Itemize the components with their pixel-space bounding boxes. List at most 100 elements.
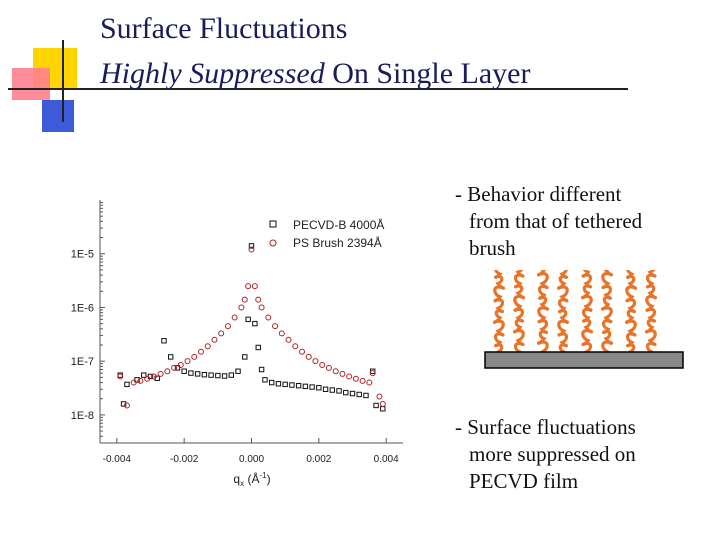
- title-rest: On Single Layer: [324, 57, 531, 90]
- data-point-pecvd: [235, 368, 241, 374]
- title-emphasis: Highly Suppressed: [100, 57, 325, 90]
- x-tick-label: -0.002: [170, 454, 199, 465]
- data-point-ps-brush: [191, 353, 198, 360]
- data-point-ps-brush: [285, 336, 292, 343]
- bullet-surface-line2: more suppressed on: [469, 442, 636, 466]
- data-point-ps-brush: [369, 370, 376, 377]
- data-point-ps-brush: [255, 296, 262, 303]
- data-point-pecvd: [215, 372, 221, 379]
- data-point-ps-brush: [245, 283, 252, 290]
- data-point-ps-brush: [379, 400, 386, 407]
- data-point-ps-brush: [198, 348, 204, 355]
- data-point-ps-brush: [137, 377, 144, 384]
- data-point-pecvd: [161, 338, 167, 344]
- data-point-pecvd: [194, 371, 201, 377]
- data-point-pecvd: [252, 320, 258, 327]
- data-point-pecvd: [124, 381, 130, 388]
- data-point-pecvd: [363, 392, 369, 399]
- bullet-surface-line3: PECVD film: [469, 469, 579, 493]
- polymer-chain: [624, 270, 638, 354]
- data-point-pecvd: [322, 386, 329, 392]
- data-point-pecvd: [336, 388, 342, 394]
- data-point-ps-brush: [325, 364, 332, 371]
- data-point-pecvd: [174, 365, 181, 371]
- slide-title-line2: Highly Suppressed On Single Layer: [100, 57, 530, 91]
- data-point-ps-brush: [258, 304, 265, 311]
- y-tick-label: 1E-7: [71, 356, 94, 368]
- bullet-behavior-line3: brush: [469, 236, 516, 260]
- y-tick-label: 1E-6: [71, 302, 94, 314]
- decor-square-blue: [42, 100, 74, 132]
- data-point-pecvd: [282, 381, 288, 388]
- data-point-pecvd: [255, 344, 261, 351]
- polymer-chain: [580, 270, 594, 354]
- data-point-pecvd: [373, 402, 379, 409]
- polymer-chain: [556, 270, 570, 354]
- data-point-pecvd: [269, 379, 275, 386]
- data-point-pecvd: [295, 382, 302, 389]
- data-point-ps-brush: [204, 343, 211, 350]
- data-point-ps-brush: [339, 370, 346, 377]
- bullet-surface-line1: - Surface fluctuations: [455, 415, 636, 439]
- decor-square-pink: [12, 68, 50, 100]
- data-point-pecvd: [356, 391, 362, 398]
- data-point-pecvd: [208, 372, 214, 378]
- data-point-pecvd: [221, 373, 228, 379]
- data-point-pecvd: [349, 390, 356, 397]
- data-point-pecvd: [262, 377, 268, 383]
- bullet-behavior: - Behavior different from that of tether…: [455, 181, 642, 262]
- y-tick-label: 1E-8: [71, 410, 94, 422]
- data-point-ps-brush: [157, 370, 164, 377]
- data-point-ps-brush: [171, 364, 178, 371]
- data-point-pecvd: [316, 385, 322, 391]
- data-point-ps-brush: [184, 358, 191, 365]
- data-point-pecvd: [201, 372, 208, 378]
- data-point-ps-brush: [130, 379, 137, 386]
- legend-label-pecvd: PECVD-B 4000Å: [293, 217, 384, 232]
- data-point-ps-brush: [150, 373, 157, 380]
- data-point-ps-brush: [299, 348, 305, 355]
- polymer-chain: [492, 270, 506, 354]
- x-tick-label: 0.004: [374, 454, 399, 465]
- data-point-ps-brush: [359, 377, 366, 384]
- data-point-ps-brush: [312, 358, 319, 365]
- data-point-pecvd: [168, 354, 174, 360]
- data-point-pecvd: [380, 406, 386, 412]
- data-point-pecvd: [248, 243, 255, 249]
- data-point-pecvd: [289, 382, 295, 388]
- data-point-ps-brush: [366, 379, 373, 386]
- data-point-ps-brush: [144, 375, 151, 382]
- data-point-ps-brush: [211, 336, 218, 343]
- data-point-pecvd: [329, 387, 336, 393]
- slide-title-line1: Surface Fluctuations: [100, 12, 348, 45]
- polymer-chain: [512, 270, 526, 354]
- x-tick-label: -0.004: [103, 454, 132, 465]
- tethered-brush-illustration: [484, 270, 684, 369]
- x-tick-label: 0.002: [306, 454, 331, 465]
- data-point-ps-brush: [241, 296, 248, 303]
- data-point-ps-brush: [292, 343, 299, 350]
- legend-label-ps-brush: PS Brush 2394Å: [293, 235, 382, 250]
- data-point-pecvd: [188, 370, 194, 376]
- x-tick-label: 0.000: [239, 454, 264, 465]
- decor-line-horizontal: [8, 88, 628, 90]
- data-point-ps-brush: [272, 323, 279, 330]
- data-point-ps-brush: [123, 402, 130, 409]
- data-point-ps-brush: [265, 314, 272, 321]
- data-point-pecvd: [258, 366, 265, 373]
- data-point-pecvd: [245, 316, 251, 323]
- data-point-ps-brush: [117, 373, 124, 380]
- data-point-ps-brush: [224, 323, 231, 330]
- bullet-surface: - Surface fluctuations more suppressed o…: [455, 414, 636, 495]
- bullet-behavior-line1: - Behavior different: [455, 182, 622, 206]
- data-point-ps-brush: [319, 361, 326, 368]
- data-point-pecvd: [275, 381, 282, 387]
- data-point-pecvd: [309, 384, 315, 390]
- legend-marker-pecvd: [269, 220, 277, 228]
- data-point-ps-brush: [278, 330, 285, 337]
- decor-line-vertical: [62, 40, 64, 122]
- data-point-ps-brush: [305, 353, 312, 360]
- data-point-pecvd: [141, 372, 147, 378]
- data-point-ps-brush: [352, 375, 359, 382]
